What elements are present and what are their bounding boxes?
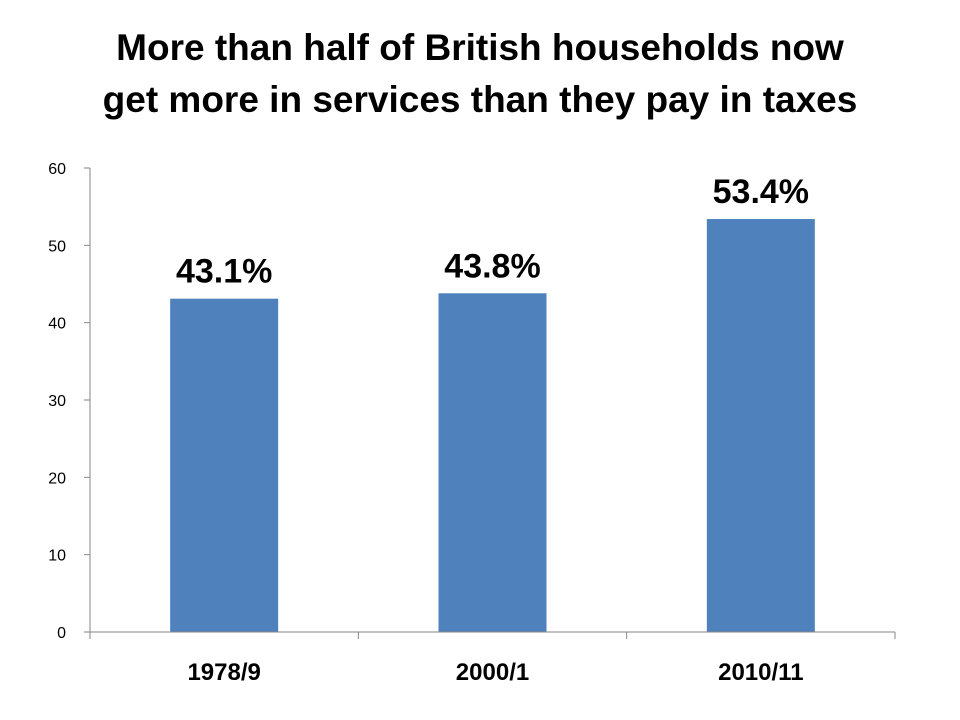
y-tick-label: 40	[48, 316, 66, 333]
chart-title-line-1: More than half of British households now	[116, 27, 844, 68]
y-tick-label: 60	[48, 161, 66, 178]
data-labels: 43.1% 43.8% 53.4%	[176, 173, 809, 291]
bar	[438, 293, 547, 632]
chart-title: More than half of British households now…	[0, 22, 960, 126]
y-tick-label: 0	[57, 625, 66, 642]
bar-data-label: 43.1%	[176, 253, 272, 291]
bar-series	[170, 219, 815, 633]
bar	[706, 219, 815, 633]
x-axis: 1978/9 2000/1 2010/11	[89, 631, 896, 686]
y-tick-label: 10	[48, 548, 66, 565]
x-category-label: 2000/1	[456, 659, 529, 686]
bar	[170, 298, 279, 632]
y-tick-label: 50	[48, 238, 66, 255]
bar-data-label: 43.8%	[444, 247, 540, 285]
bar-data-label: 53.4%	[713, 173, 809, 211]
y-axis-ticks: 0 10 20 30 40 50 60	[48, 161, 90, 642]
y-tick-label: 20	[48, 470, 66, 487]
x-category-label: 1978/9	[187, 659, 260, 686]
chart-title-line-2: get more in services than they pay in ta…	[102, 79, 858, 120]
x-category-label: 2010/11	[718, 659, 803, 686]
y-tick-label: 30	[48, 393, 66, 410]
